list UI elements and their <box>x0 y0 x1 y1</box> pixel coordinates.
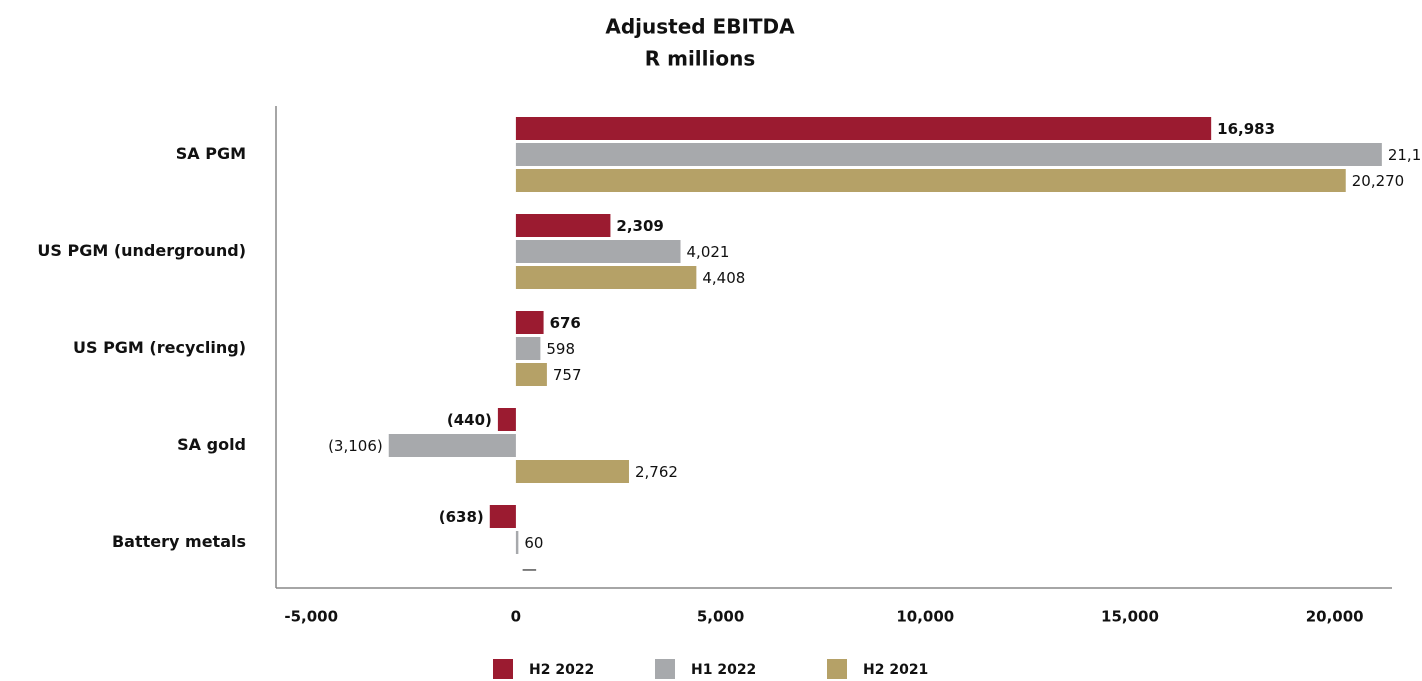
data-label: — <box>522 560 537 578</box>
data-label: 21,152 <box>1388 146 1422 164</box>
x-tick-label: 20,000 <box>1306 608 1364 626</box>
category-label: US PGM (underground) <box>37 241 246 260</box>
data-label: (638) <box>439 508 484 526</box>
x-tick-label: 15,000 <box>1101 608 1159 626</box>
bar <box>515 266 697 289</box>
data-label: 598 <box>546 340 575 358</box>
legend-swatch <box>827 659 847 679</box>
data-label: 2,309 <box>616 217 663 235</box>
data-label: 757 <box>553 366 582 384</box>
data-label: 676 <box>550 314 581 332</box>
bar <box>515 117 1212 140</box>
data-label: 4,408 <box>702 269 745 287</box>
data-label: (3,106) <box>328 437 383 455</box>
bar <box>515 531 519 554</box>
legend-swatch <box>655 659 675 679</box>
x-tick-label: -5,000 <box>284 608 338 626</box>
data-label: 4,021 <box>687 243 730 261</box>
bar <box>515 143 1382 166</box>
data-label: 60 <box>524 534 543 552</box>
bar <box>515 214 611 237</box>
legend-label: H1 2022 <box>691 662 756 678</box>
bar <box>388 434 516 457</box>
category-label: SA gold <box>177 435 246 454</box>
bar <box>497 408 516 431</box>
category-label: US PGM (recycling) <box>73 338 246 357</box>
bar <box>489 505 516 528</box>
data-label: 20,270 <box>1352 172 1405 190</box>
chart-title: Adjusted EBITDA <box>605 15 795 39</box>
bar <box>515 311 544 334</box>
bar <box>515 337 541 360</box>
chart-subtitle: R millions <box>645 47 756 71</box>
data-label: 2,762 <box>635 463 678 481</box>
data-label: 16,983 <box>1217 120 1275 138</box>
x-tick-label: 10,000 <box>896 608 954 626</box>
x-tick-label: 5,000 <box>697 608 744 626</box>
bar <box>515 363 547 386</box>
legend-label: H2 2021 <box>863 662 928 678</box>
category-label: Battery metals <box>112 532 246 551</box>
category-label: SA PGM <box>176 144 246 163</box>
x-tick-label: 0 <box>511 608 521 626</box>
bar <box>515 169 1346 192</box>
legend-label: H2 2022 <box>529 662 594 678</box>
legend-swatch <box>493 659 513 679</box>
bar <box>515 460 629 483</box>
data-label: (440) <box>447 411 492 429</box>
bar <box>515 240 681 263</box>
